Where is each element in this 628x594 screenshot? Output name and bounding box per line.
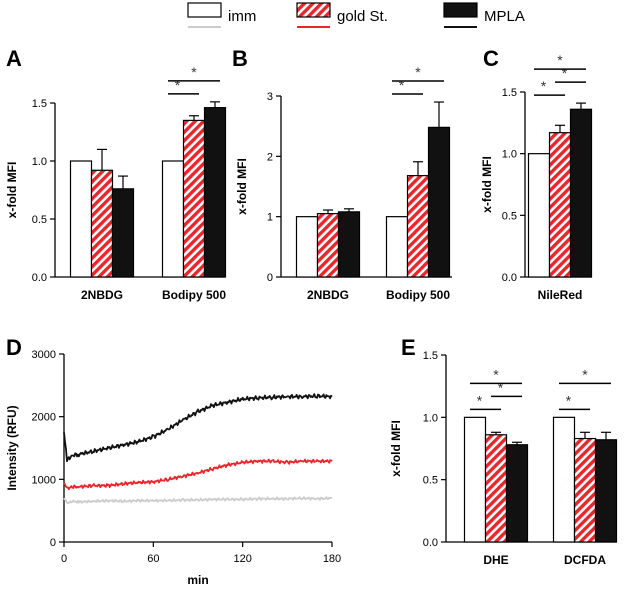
significance-star: * [498,379,504,395]
legend-swatch-mpla [443,2,478,18]
legend-swatch-gold [296,2,331,18]
significance-star: * [191,64,197,80]
y-tick-label: 3000 [32,349,56,361]
significance-star: * [582,366,588,382]
significance-star: * [175,77,181,93]
y-tick-label: 0.0 [32,272,47,284]
significance-star: * [562,65,568,81]
x-tick-label: 0 [61,553,67,565]
panel-B: B 0 1 2 3 x-fold MFI 2NBDG Bodipy 500 * * [232,46,452,302]
y-axis-label: x-fold MFI [5,162,19,219]
y-tick-label: 2 [267,151,273,163]
panel-label-E: E [401,335,416,360]
significance-star: * [566,392,572,408]
y-tick-label: 0 [50,537,56,549]
y-tick-label: 0.5 [32,214,47,226]
significance-star: * [477,392,483,408]
series-line-mpla [63,393,333,463]
y-axis-label: x-fold MFI [235,158,249,215]
x-category-label: 2NBDG [81,288,123,302]
bar [552,416,576,543]
y-tick-label: 1.5 [423,350,438,362]
x-tick-label: 60 [147,553,159,565]
bar [182,119,206,278]
y-tick-label: 1000 [32,474,56,486]
legend-item-gold: gold St. [296,2,388,28]
bar [594,439,618,543]
bar [385,216,409,278]
y-tick-label: 1.0 [423,412,438,424]
x-tick-label: 180 [323,553,341,565]
legend-label-imm: imm [228,8,256,25]
y-tick-label: 0.0 [423,537,438,549]
legend-item-imm: imm [187,2,256,28]
y-tick-label: 0.5 [502,210,517,222]
bar [427,126,451,278]
bar [337,211,361,278]
panel-label-B: B [232,46,248,71]
y-tick-label: 2000 [32,412,56,424]
legend-item-mpla: MPLA [443,2,525,28]
legend-swatch-imm [187,2,222,18]
bar [90,169,114,278]
panel-label-A: A [6,46,22,71]
bar [406,175,430,278]
x-tick-label: 120 [233,553,251,565]
y-tick-label: 0 [267,272,273,284]
y-axis-label: x-fold MFI [480,156,494,213]
series-line-imm [63,496,333,505]
panel-label-C: C [483,46,499,71]
x-category-label: 2NBDG [307,288,349,302]
bar [527,153,551,278]
significance-star: * [493,366,499,382]
y-tick-label: 0.5 [423,475,438,487]
legend-label-mpla: MPLA [484,8,525,25]
panel-label-D: D [6,335,22,360]
bar [463,416,487,543]
bar [548,132,572,278]
significance-star: * [399,77,405,93]
bar [295,216,319,278]
bar [569,108,593,278]
significance-star: * [557,52,563,68]
y-axis-label: x-fold MFI [389,420,403,477]
bar [573,437,597,543]
bar [69,160,93,278]
y-tick-label: 0.0 [502,272,517,284]
y-tick-label: 1.5 [32,98,47,110]
y-tick-label: 1 [267,212,273,224]
y-tick-label: 1.0 [502,149,517,161]
significance-star: * [415,64,421,80]
x-axis-label: min [187,573,208,587]
bar [161,160,185,278]
significance-star: * [541,78,547,94]
bar [484,434,508,543]
bar [111,188,135,278]
bar [505,444,529,543]
x-category-label: DCFDA [564,553,606,567]
bar [203,107,227,278]
y-tick-label: 3 [267,91,273,103]
panel-A: A 0.0 0.5 1.0 1.5 x-fold MFI 2NBDG Bodipy 500 * * [5,46,226,302]
legend-label-gold: gold St. [337,8,388,25]
x-category-label: Bodipy 500 [386,288,450,302]
x-category-label: NileRed [538,288,583,302]
y-axis-label: Intensity (RFU) [5,405,19,490]
series-line-goldst [63,458,333,491]
x-category-label: Bodipy 500 [162,288,226,302]
x-category-label: DHE [483,553,508,567]
panel-D: D 0 1000 2000 3000 Intensity (RFU) 0 60 120 180 mi… [5,335,341,587]
legend: imm gold St. MPLA [187,2,525,28]
y-tick-label: 1.0 [32,156,47,168]
y-tick-label: 1.5 [502,87,517,99]
bar [316,213,340,278]
